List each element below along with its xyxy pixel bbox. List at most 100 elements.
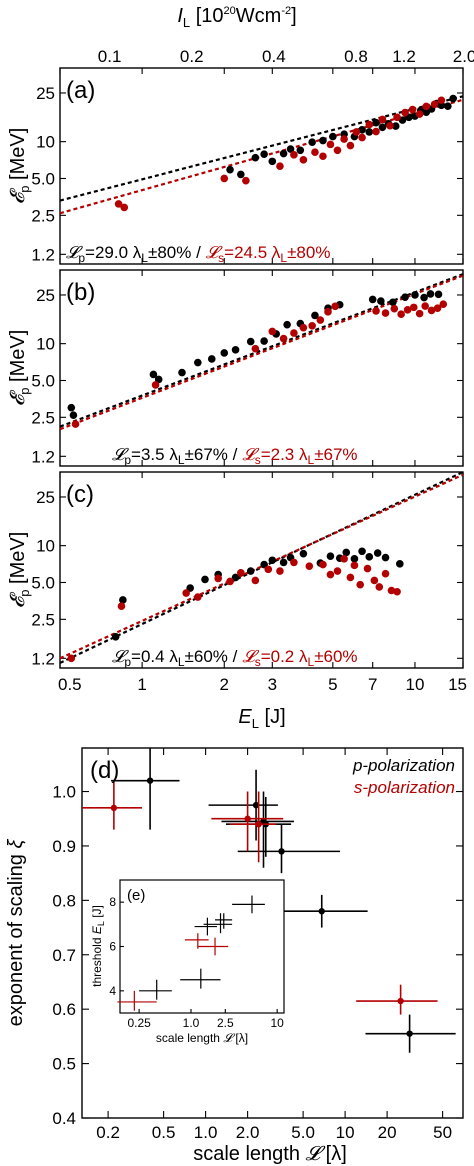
panel-a-ylabel: 𝓔p [MeV] bbox=[7, 128, 32, 205]
panel-c-point-p bbox=[246, 567, 255, 575]
panel-b-annotation: 𝓛p=3.5 λL±67% / 𝓛s=2.3 λL±67% bbox=[112, 445, 358, 467]
panel-c-point-s bbox=[381, 569, 390, 578]
panel-c-point-p bbox=[358, 547, 366, 556]
energy-axis-tick-label: 5 bbox=[328, 675, 337, 694]
panel-a-point-s bbox=[352, 128, 361, 136]
panel-a-point-p bbox=[372, 118, 380, 127]
panel-e-ytick-label: 4 bbox=[109, 984, 116, 998]
panel-e: 4 6 8 0.25 1.0 2.5 10 (e) threshold EL [J] sca… bbox=[90, 879, 285, 1045]
panel-a-point-s bbox=[437, 96, 446, 105]
panel-a-point-s bbox=[408, 105, 417, 114]
panel-a-point-s bbox=[220, 174, 229, 183]
legend-p-polarization: p-polarization bbox=[352, 756, 455, 775]
panel-c-point-s bbox=[290, 558, 298, 567]
panel-a-point-s bbox=[326, 140, 335, 149]
panel-b-point-p bbox=[426, 290, 435, 298]
panel-b-ytick-label: 5.0 bbox=[31, 371, 55, 390]
panel-c: 1.2 2.5 5.0 10 25 (c) 𝓛p=0.4 λL±60% / 𝓛s=0.2 … bbox=[31, 471, 464, 669]
panel-b-point-s bbox=[381, 309, 390, 317]
panel-e-ytick-label: 8 bbox=[109, 895, 116, 909]
panel-a-ytick-label: 10 bbox=[36, 133, 55, 152]
panel-a-point-s bbox=[386, 121, 394, 130]
panel-c-point-p bbox=[119, 596, 127, 604]
panel-c-point-s bbox=[370, 576, 379, 585]
panel-c-point-s bbox=[264, 565, 273, 574]
panel-b-frame bbox=[59, 269, 464, 467]
panel-b-ytick-label: 1.2 bbox=[31, 447, 55, 466]
panel-a-point-p bbox=[260, 150, 268, 158]
panel-b-point-p bbox=[368, 295, 377, 304]
panel-c-annotation: 𝓛p=0.4 λL±60% / 𝓛s=0.2 λL±60% bbox=[112, 647, 358, 669]
panel-b-point-p bbox=[260, 337, 268, 345]
panel-a-point-p bbox=[237, 170, 245, 179]
panel-d-point-p bbox=[146, 777, 154, 784]
panel-b-ytick-label: 2.5 bbox=[31, 408, 55, 427]
panel-c-point-s bbox=[319, 560, 327, 569]
panel-c-point-p bbox=[111, 632, 120, 641]
panel-b-point-s bbox=[331, 302, 339, 311]
panel-a-point-s bbox=[114, 200, 123, 208]
panel-c-point-s bbox=[356, 580, 365, 589]
panel-c-ytick-label: 1.2 bbox=[31, 649, 55, 668]
panel-c-ytick-label: 10 bbox=[36, 537, 55, 556]
panel-a-annotation: 𝓛p=29.0 λL±80% / 𝓛s=24.5 λL±80% bbox=[66, 243, 330, 265]
panel-d-ytick-label: 0.8 bbox=[52, 891, 76, 910]
panel-b-fit-p bbox=[59, 273, 464, 428]
panel-b-point-p bbox=[220, 349, 229, 357]
panel-d-ytick-label: 0.9 bbox=[52, 837, 76, 856]
panel-a-point-s bbox=[393, 113, 401, 122]
panel-d-xtick-label: 1.0 bbox=[194, 1123, 218, 1142]
panel-d-ytick-label: 0.5 bbox=[52, 1055, 76, 1074]
panel-c-point-p bbox=[373, 549, 382, 557]
panel-a-ytick-label: 1.2 bbox=[31, 245, 55, 264]
energy-axis-tick-label: 1 bbox=[137, 675, 146, 694]
panel-b-point-s bbox=[71, 420, 80, 428]
panel-d-xlabel: scale length 𝓛 [λ] bbox=[193, 1143, 347, 1165]
panel-c-fit-s bbox=[59, 473, 464, 660]
panel-b-point-p bbox=[67, 403, 76, 412]
panel-c-point-p bbox=[342, 548, 351, 557]
panel-e-xtick-label: 10 bbox=[270, 1016, 284, 1030]
panel-b-point-p bbox=[231, 346, 240, 354]
panel-a-point-p bbox=[319, 136, 327, 145]
panel-a-point-p bbox=[296, 146, 305, 155]
panel-b: 1.2 2.5 5.0 10 25 (b) 𝓛p=3.5 λL±67% / 𝓛s=2.3 … bbox=[31, 269, 464, 467]
panel-e-xtick-label: 1.0 bbox=[183, 1016, 200, 1030]
top-axis-tick-label: 2.0 bbox=[453, 47, 474, 66]
panel-a-point-s bbox=[311, 148, 319, 157]
panel-d-point-p bbox=[318, 908, 325, 915]
panel-a-label: (a) bbox=[66, 77, 95, 104]
panel-b-ytick-label: 10 bbox=[36, 335, 55, 354]
panel-d-ytick-label: 0.7 bbox=[52, 946, 76, 965]
panel-b-point-p bbox=[149, 370, 158, 379]
panel-d-point-s bbox=[255, 820, 262, 828]
panel-b-ytick-label: 25 bbox=[36, 286, 55, 305]
panel-c-point-s bbox=[214, 574, 222, 583]
panel-d-ytick-label: 1.0 bbox=[52, 783, 76, 802]
panel-c-fit-p bbox=[59, 471, 464, 664]
panel-c-point-s bbox=[194, 593, 202, 601]
energy-axis-tick-label: 0.5 bbox=[58, 675, 82, 694]
panel-e-xtick-label: 0.25 bbox=[127, 1016, 151, 1030]
panel-c-point-s bbox=[67, 654, 76, 663]
panel-e-label: (e) bbox=[127, 887, 145, 904]
panel-a-point-s bbox=[422, 102, 431, 111]
panel-a-point-s bbox=[333, 146, 342, 155]
panel-d-ylabel: exponent of scaling ξ bbox=[5, 839, 27, 1027]
panel-c-label: (c) bbox=[66, 481, 94, 508]
panel-d-xtick-label: 10 bbox=[336, 1123, 355, 1142]
top-axis-tick-label: 0.4 bbox=[262, 47, 286, 66]
panel-a-point-s bbox=[372, 127, 380, 136]
panel-c-point-p bbox=[268, 556, 277, 565]
panel-c-point-s bbox=[326, 570, 335, 579]
panel-c-point-p bbox=[326, 552, 335, 561]
panel-a-point-p bbox=[449, 94, 457, 103]
panel-a-point-p bbox=[444, 102, 452, 110]
panel-c-point-p bbox=[350, 555, 359, 563]
panel-b-point-s bbox=[316, 316, 325, 324]
panel-b-point-p bbox=[69, 411, 78, 420]
panel-a-point-p bbox=[286, 145, 295, 153]
panel-b-point-s bbox=[390, 304, 399, 313]
panel-e-xtick-label: 2.5 bbox=[217, 1016, 234, 1030]
panel-b-point-p bbox=[411, 291, 419, 299]
